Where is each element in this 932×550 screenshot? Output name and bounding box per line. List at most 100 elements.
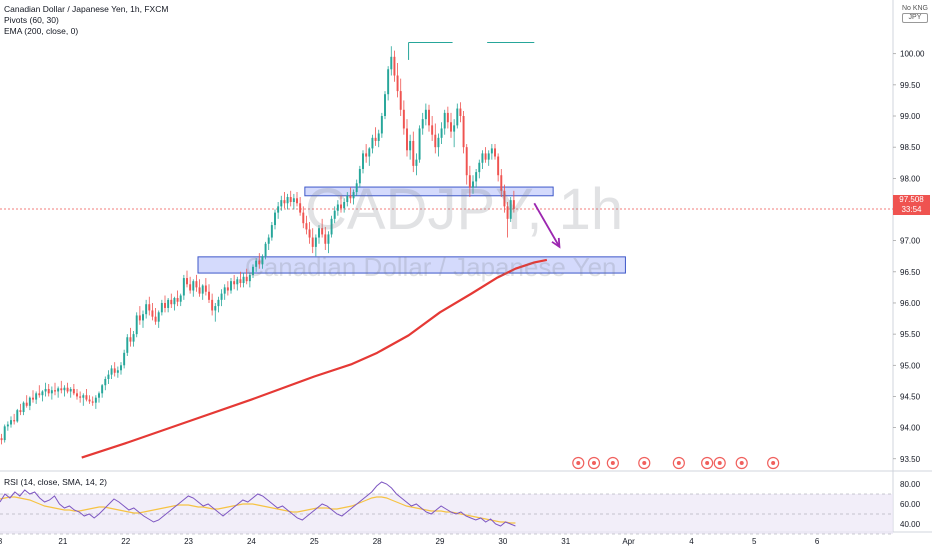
time-axis[interactable]: 8 21 22 23 24 25 28 29 30 31 Apr 4 5 6: [0, 537, 820, 546]
candle-body: [151, 310, 154, 317]
candle-body: [402, 109, 405, 129]
candle-body: [138, 315, 141, 321]
candle-body: [101, 385, 104, 394]
candle-body: [192, 281, 195, 291]
candle-body: [76, 393, 78, 397]
candle-body: [415, 159, 418, 166]
candle-body: [459, 108, 462, 117]
candle-body: [506, 206, 509, 219]
time-tick-label: 31: [561, 537, 570, 546]
candle-body: [154, 316, 157, 322]
price-tick-label: 95.50: [900, 330, 921, 339]
candle-body: [267, 237, 270, 244]
candle-body: [428, 109, 430, 126]
economic-events[interactable]: [572, 456, 780, 470]
candle-body: [468, 175, 471, 188]
candle-body: [123, 352, 126, 366]
candle-body: [220, 293, 223, 300]
candle-body: [484, 153, 487, 160]
candle-body: [182, 278, 185, 296]
candle-body: [387, 69, 390, 95]
candle-body: [157, 312, 160, 322]
candle-body: [362, 153, 364, 169]
time-tick-label: 23: [184, 537, 193, 546]
candle-body: [19, 410, 22, 413]
price-tick-label: 94.50: [900, 392, 921, 401]
legend-ema[interactable]: EMA (200, close, 0): [4, 26, 79, 36]
candle-body: [186, 278, 188, 285]
candle-body: [160, 302, 163, 313]
candle-body: [113, 368, 116, 373]
legend-title[interactable]: Canadian Dollar / Japanese Yen, 1h, FXCM: [4, 4, 169, 14]
price-tick-label: 95.00: [900, 361, 921, 370]
candle-body: [104, 379, 107, 386]
rsi-line: [0, 481, 516, 527]
candle-body: [365, 153, 368, 157]
support-resistance-zones[interactable]: [197, 186, 626, 274]
candle-body: [440, 128, 443, 138]
event-marker-dot: [642, 461, 647, 465]
candle-body: [346, 195, 349, 203]
candle-body: [258, 260, 261, 265]
candle-body: [179, 295, 182, 302]
price-tick-label: 98.00: [900, 174, 921, 183]
candle-body: [176, 297, 179, 302]
candle-body: [292, 198, 295, 203]
candle-body: [490, 148, 493, 154]
candle-body: [283, 200, 286, 204]
candle-body: [406, 128, 408, 151]
candle-body: [421, 119, 424, 129]
legend-pivots[interactable]: Pivots (60, 30): [4, 15, 59, 25]
candle-body: [60, 388, 63, 391]
candle-body: [91, 401, 94, 403]
candle-body: [32, 397, 34, 400]
time-tick-label: Apr: [622, 537, 635, 546]
candle-body: [72, 388, 75, 394]
arrow-shaft: [533, 202, 561, 248]
zone-rect: [197, 256, 626, 274]
candle-body: [512, 200, 515, 209]
rsi-tick-label: 60.00: [900, 500, 921, 509]
price-axis[interactable]: 100.0099.5099.0098.5098.0097.5097.0096.5…: [893, 50, 925, 464]
candle-body: [85, 395, 88, 400]
candle-body: [167, 299, 170, 308]
event-marker-dot: [717, 461, 722, 465]
candle-body: [47, 388, 50, 394]
ema-200-line: [81, 258, 548, 459]
candle-body: [252, 266, 254, 275]
candle-body: [63, 387, 66, 391]
candle-body: [352, 192, 355, 199]
candle-body: [189, 284, 192, 291]
candle-body: [195, 281, 198, 288]
candle-body: [456, 108, 459, 126]
currency-label[interactable]: No KNG JPY: [901, 5, 928, 23]
candle-body: [242, 276, 245, 284]
candle-body: [98, 393, 100, 398]
candle-body: [497, 156, 500, 176]
candle-body: [28, 397, 31, 406]
candle-body: [390, 56, 393, 70]
candle-body: [264, 243, 267, 257]
candle-body: [465, 147, 468, 176]
candle-body: [494, 148, 496, 157]
candle-body: [66, 387, 69, 392]
candlestick-series: [0, 46, 515, 445]
candle-body: [88, 399, 91, 402]
candle-body: [0, 438, 3, 441]
event-marker-dot: [739, 461, 744, 465]
rsi-legend[interactable]: RSI (14, close, SMA, 14, 2): [4, 477, 107, 487]
candle-body: [145, 304, 148, 315]
rsi-ma-line: [0, 496, 516, 524]
candle-body: [35, 393, 38, 400]
candle-body: [321, 228, 324, 235]
candle-body: [6, 424, 9, 427]
candle-body: [443, 112, 446, 129]
price-tick-label: 94.00: [900, 424, 921, 433]
candle-body: [324, 234, 327, 244]
projection-arrow[interactable]: [533, 202, 561, 249]
event-marker-dot: [705, 461, 710, 465]
price-tick-label: 96.50: [900, 268, 921, 277]
candle-body: [355, 183, 358, 193]
candle-body: [509, 200, 512, 219]
